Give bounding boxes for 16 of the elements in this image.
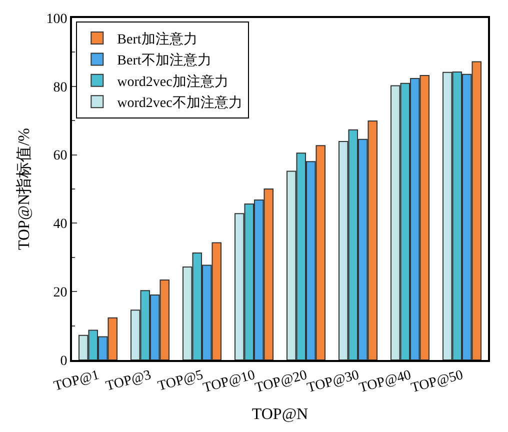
y-tick-label: 0 bbox=[60, 354, 68, 369]
x-tick-label: TOP@5 bbox=[156, 368, 205, 394]
legend-label: word2vec加注意力 bbox=[117, 74, 228, 90]
y-tick-label: 20 bbox=[53, 286, 68, 300]
y-tick-label: 60 bbox=[53, 148, 68, 164]
x-tick-label: TOP@1 bbox=[52, 368, 101, 394]
y-axis-title: TOP@N指标值/% bbox=[15, 128, 33, 250]
y-tick-label: 100 bbox=[46, 12, 68, 27]
legend-label: Bert加注意力 bbox=[117, 31, 198, 48]
x-tick-label: TOP@3 bbox=[104, 368, 153, 394]
y-tick-label: 40 bbox=[53, 217, 68, 232]
legend-label: word2vec不加注意力 bbox=[117, 95, 242, 112]
x-tick-label: TOP@50 bbox=[410, 368, 465, 396]
y-tick-label: 80 bbox=[53, 80, 68, 96]
legend-label: Bert不加注意力 bbox=[117, 52, 212, 69]
x-axis-title: TOP@N bbox=[252, 406, 309, 423]
